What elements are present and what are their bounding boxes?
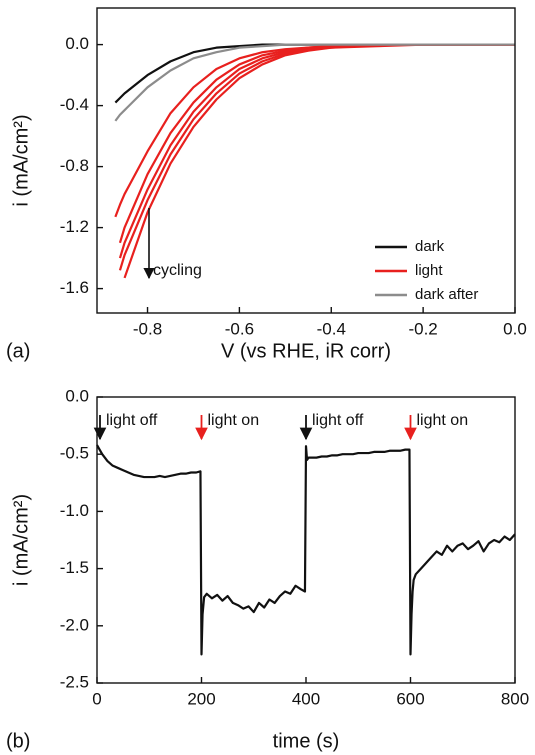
annotation-text: light off — [312, 412, 364, 429]
x-tick-label: 600 — [396, 689, 424, 708]
legend-label: dark after — [415, 286, 478, 303]
x-tick-label: -0.6 — [225, 319, 254, 338]
data-line — [114, 43, 515, 104]
y-axis-label: i (mA/cm²) — [10, 494, 32, 586]
x-tick-label: 800 — [501, 689, 529, 708]
annotation-text: cycling — [153, 262, 202, 279]
x-tick-label: 400 — [292, 689, 320, 708]
panel-label: (a) — [6, 340, 30, 362]
x-tick-label: 200 — [187, 689, 215, 708]
y-axis-label: i (mA/cm²) — [10, 114, 32, 206]
x-tick-label: -0.8 — [133, 319, 162, 338]
legend-label: light — [415, 262, 443, 279]
annotation-text: light on — [417, 412, 469, 429]
y-tick-label: 0.0 — [65, 34, 89, 53]
panel-label: (b) — [6, 730, 30, 752]
plot-frame — [96, 7, 516, 314]
y-tick-label: -2.0 — [60, 615, 89, 634]
data-line — [118, 43, 515, 271]
data-line — [114, 43, 515, 122]
annotation-text: light off — [106, 412, 158, 429]
x-tick-label: 0 — [92, 689, 101, 708]
x-axis-label: time (s) — [273, 730, 340, 752]
data-line — [118, 43, 515, 244]
data-line — [123, 43, 515, 279]
legend-label: dark — [415, 238, 445, 255]
y-tick-label: -1.2 — [60, 217, 89, 236]
y-tick-label: -0.4 — [60, 95, 89, 114]
annotation-text: light on — [208, 412, 260, 429]
y-tick-label: -1.5 — [60, 558, 89, 577]
data-line — [96, 444, 516, 656]
y-tick-label: -2.5 — [60, 672, 89, 691]
y-tick-label: -0.5 — [60, 444, 89, 463]
data-line — [114, 43, 515, 218]
x-tick-label: -0.4 — [317, 319, 346, 338]
y-tick-label: -0.8 — [60, 156, 89, 175]
x-tick-label: 0.0 — [503, 319, 527, 338]
y-tick-label: -1.0 — [60, 501, 89, 520]
x-tick-label: -0.2 — [408, 319, 437, 338]
x-axis-label: V (vs RHE, iR corr) — [221, 340, 391, 362]
y-tick-label: 0.0 — [65, 386, 89, 405]
y-tick-label: -1.6 — [60, 278, 89, 297]
